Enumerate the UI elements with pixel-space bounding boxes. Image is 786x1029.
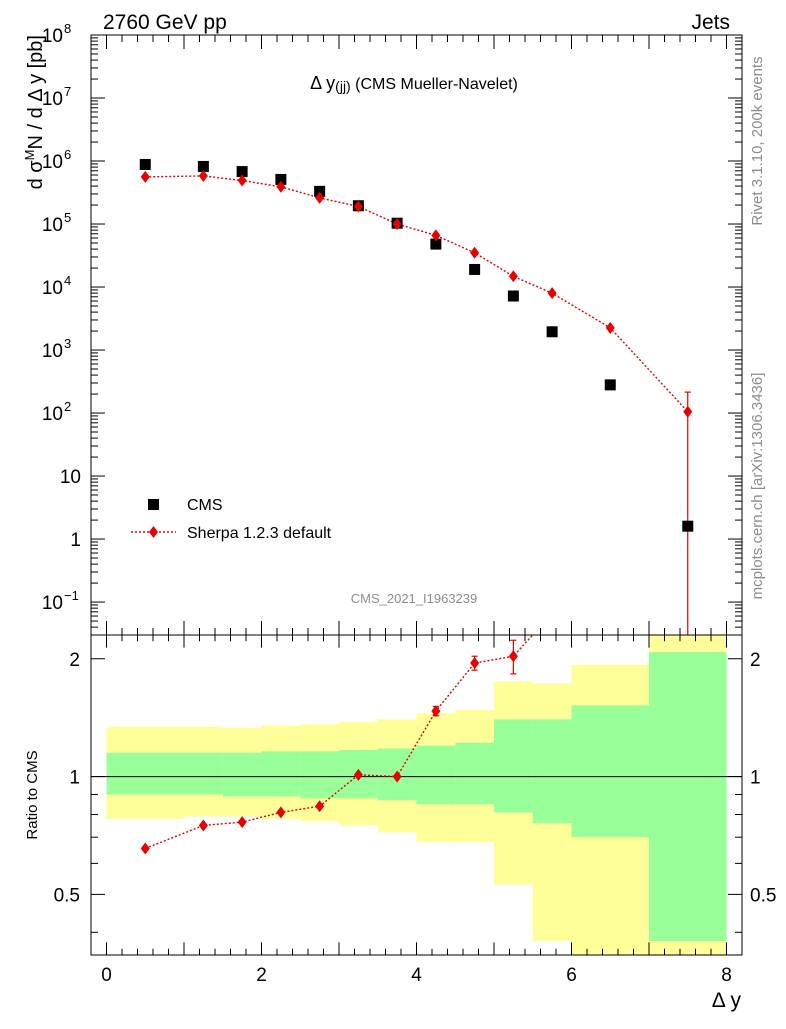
main-ytick-exponent: 6 bbox=[64, 147, 71, 162]
ratio-ytick-label-left: 0.5 bbox=[54, 885, 80, 906]
band-inner-11 bbox=[571, 705, 649, 838]
side-label-rivet: Rivet 3.1.10, 200k events bbox=[749, 56, 766, 225]
main-title: Δ y(jj) (CMS Mueller-Navelet) bbox=[310, 73, 518, 94]
sherpa-point bbox=[547, 287, 557, 300]
legend-label-cms: CMS bbox=[187, 497, 223, 514]
ratio-ytick-label-right: 2 bbox=[750, 650, 761, 671]
sherpa-line bbox=[145, 175, 689, 413]
sherpa-point bbox=[392, 218, 402, 231]
main-ytick-exponent: 3 bbox=[64, 336, 71, 351]
ratio-panel-frame bbox=[90, 634, 743, 956]
ratio-sherpa-point bbox=[276, 806, 286, 819]
main-ytick-exponent: 5 bbox=[64, 210, 71, 225]
main-ytick-exponent: 2 bbox=[64, 399, 71, 414]
ratio-sherpa-point bbox=[198, 819, 208, 832]
main-panel-frame bbox=[90, 34, 743, 636]
ratio-xtick-label: 4 bbox=[411, 965, 422, 986]
ratio-sherpa-point bbox=[140, 842, 150, 855]
ratio-ylabel: Ratio to CMS bbox=[24, 750, 41, 839]
analysis-id: CMS_2021_I1963239 bbox=[351, 591, 478, 606]
ratio-xtick-label: 2 bbox=[256, 965, 267, 986]
band-inner-12 bbox=[649, 652, 727, 942]
main-ylabel: d σMN / d Δ y [pb] bbox=[22, 35, 47, 189]
cms-point bbox=[507, 290, 519, 302]
header-right: Jets bbox=[691, 11, 730, 34]
legend: CMS Sherpa 1.2.3 default bbox=[131, 497, 332, 542]
main-ytick-exponent: 7 bbox=[64, 84, 71, 99]
cms-point bbox=[604, 379, 616, 391]
sherpa-point bbox=[315, 191, 325, 204]
band-inner-1 bbox=[184, 752, 223, 795]
ratio-xtick-label: 0 bbox=[101, 965, 112, 986]
ratio-sherpa-point bbox=[508, 650, 518, 663]
main-ytick-exponent: 4 bbox=[64, 273, 71, 288]
ratio-sherpa-point bbox=[237, 816, 247, 829]
cms-point bbox=[236, 166, 248, 178]
main-ytick-label: 10 bbox=[42, 152, 63, 173]
ratio-sherpa-point bbox=[431, 705, 441, 718]
band-inner-9 bbox=[494, 719, 533, 813]
ratio-xtick-label: 8 bbox=[721, 965, 732, 986]
cms-point bbox=[469, 263, 481, 275]
cms-point bbox=[682, 520, 694, 532]
sherpa-point bbox=[605, 321, 615, 334]
ratio-sherpa-point bbox=[315, 800, 325, 813]
main-ytick-label: 10 bbox=[60, 467, 81, 488]
cms-point bbox=[430, 238, 442, 250]
main-ytick-label: 10 bbox=[42, 89, 63, 110]
main-ytick-label: 10 bbox=[42, 26, 63, 47]
cms-point bbox=[314, 185, 326, 197]
band-inner-8 bbox=[455, 742, 494, 805]
main-ytick-exponent: 8 bbox=[64, 21, 71, 36]
sherpa-point bbox=[508, 270, 518, 283]
main-ytick-label: 10 bbox=[42, 404, 63, 425]
cms-point bbox=[275, 173, 287, 185]
ratio-xlabel: Δ y bbox=[712, 989, 742, 1012]
ratio-panel: 0 2 4 6 8 0.5 0.5 1 1 2 2 bbox=[54, 634, 776, 986]
ratio-ytick-label-left: 1 bbox=[69, 768, 80, 789]
sherpa-point bbox=[431, 229, 441, 242]
ratio-sherpa-point bbox=[470, 657, 480, 670]
sherpa-point bbox=[237, 174, 247, 187]
sherpa-point bbox=[140, 170, 150, 183]
ratio-sherpa-line bbox=[144, 634, 534, 850]
ratio-sherpa-point bbox=[392, 770, 402, 783]
ratio-ytick-label-right: 1 bbox=[750, 768, 761, 789]
side-label-mcplots: mcplots.cern.ch [arXiv:1306.3436] bbox=[749, 373, 766, 600]
ratio-sherpa-point bbox=[353, 768, 363, 781]
sherpa-point bbox=[276, 180, 286, 193]
band-inner-2 bbox=[222, 752, 262, 797]
main-ytick-exponent: −1 bbox=[64, 588, 79, 603]
band-inner-10 bbox=[532, 719, 572, 824]
header-left: 2760 GeV pp bbox=[103, 11, 227, 34]
ratio-ytick-label-right: 0.5 bbox=[750, 885, 776, 906]
band-inner-3 bbox=[261, 751, 301, 797]
sherpa-point bbox=[683, 405, 693, 418]
main-ytick-label: 10 bbox=[42, 593, 63, 614]
band-inner-7 bbox=[416, 745, 456, 805]
cms-point bbox=[197, 160, 209, 172]
legend-marker-cms bbox=[148, 499, 159, 510]
sherpa-point bbox=[198, 169, 208, 182]
main-ytick-label: 10 bbox=[42, 278, 63, 299]
sherpa-point bbox=[353, 200, 363, 213]
main-ytick-label: 10 bbox=[42, 341, 63, 362]
legend-marker-sherpa bbox=[149, 526, 158, 538]
main-ytick-label: 10 bbox=[42, 215, 63, 236]
main-ytick-label: 1 bbox=[70, 530, 81, 551]
band-inner-0 bbox=[106, 752, 184, 795]
band-inner-4 bbox=[300, 751, 339, 799]
ratio-xtick-label: 6 bbox=[566, 965, 577, 986]
cms-point bbox=[139, 159, 151, 171]
legend-label-sherpa: Sherpa 1.2.3 default bbox=[187, 525, 332, 542]
sherpa-point bbox=[470, 246, 480, 259]
cms-point bbox=[546, 326, 558, 338]
ratio-ytick-label-left: 2 bbox=[69, 650, 80, 671]
